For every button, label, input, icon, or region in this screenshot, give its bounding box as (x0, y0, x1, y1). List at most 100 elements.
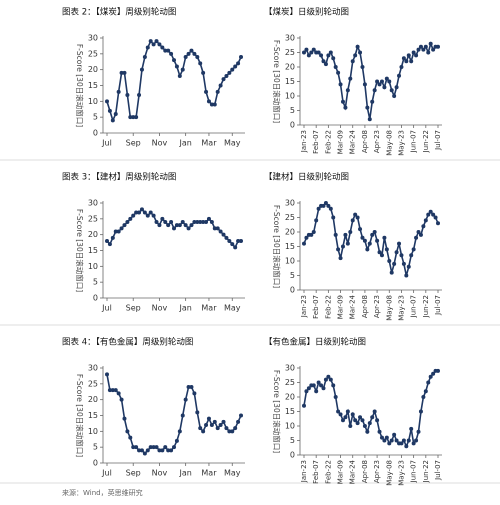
point (355, 215, 360, 220)
point (230, 242, 235, 247)
point (221, 232, 226, 237)
y-tick-label: 20 (88, 230, 98, 239)
point (406, 53, 411, 58)
point (314, 389, 319, 394)
point (392, 432, 397, 437)
point (340, 244, 345, 249)
point (105, 372, 109, 377)
x-tick-label: Mar (201, 469, 217, 478)
point (192, 391, 197, 396)
x-tick-label: Jun-22 (422, 460, 430, 483)
point (166, 48, 171, 53)
point (183, 55, 188, 59)
point (113, 388, 118, 393)
point (431, 212, 436, 217)
x-tick-label: Mar-09 (337, 130, 345, 154)
x-tick-label: Apr-08 (361, 130, 369, 153)
y-tick-label: 5 (93, 113, 98, 122)
x-tick-label: Nov (152, 469, 168, 478)
series-line (303, 370, 438, 449)
point (174, 64, 179, 69)
point (414, 235, 419, 240)
y-tick-label: 15 (285, 242, 295, 251)
x-tick-label: Apr-08 (361, 295, 369, 318)
x-tick-label: Jan-23 (300, 130, 308, 153)
point (183, 397, 188, 402)
point (394, 250, 399, 255)
point (394, 85, 399, 90)
point (131, 213, 136, 218)
point (421, 224, 426, 229)
point (192, 220, 197, 224)
y-axis-label: F-Score [30日滚动窗口] (75, 374, 85, 457)
point (105, 99, 109, 104)
y-tick-label: 10 (285, 92, 295, 101)
y-tick-label: 25 (285, 213, 295, 222)
y-tick-label: 20 (88, 65, 98, 74)
x-tick-label: Jun-07 (410, 295, 418, 318)
y-tick-label: 25 (88, 49, 98, 58)
point (423, 44, 428, 49)
point (174, 438, 179, 443)
point (358, 227, 363, 232)
point (350, 59, 355, 64)
y-tick-label: 0 (290, 121, 295, 130)
point (119, 226, 124, 231)
x-tick-label: Jan-23 (300, 295, 308, 318)
point (431, 47, 436, 52)
point (110, 118, 115, 123)
x-tick-label: May (224, 304, 241, 313)
point (198, 61, 203, 66)
point (212, 226, 217, 231)
point (331, 56, 336, 61)
point (189, 48, 194, 53)
point (401, 56, 406, 61)
point (107, 108, 112, 113)
x-tick-label: Apr-23 (373, 295, 381, 318)
point (209, 102, 214, 107)
point (227, 429, 232, 434)
x-tick-label: Mar-09 (337, 460, 345, 484)
point (163, 445, 168, 450)
point (377, 82, 382, 87)
y-tick-label: 20 (285, 228, 295, 237)
point (323, 377, 328, 382)
point (336, 409, 341, 414)
point (154, 220, 159, 224)
point (157, 223, 162, 228)
point (302, 50, 306, 55)
point (316, 380, 321, 385)
point (145, 213, 150, 218)
point (215, 226, 220, 231)
point (116, 391, 121, 396)
x-tick-label: Mar-24 (349, 129, 357, 154)
point (209, 220, 214, 224)
point (353, 53, 358, 58)
point (160, 216, 165, 221)
x-tick-label: Jan (178, 304, 191, 313)
y-tick-label: 25 (88, 214, 98, 223)
point (169, 448, 174, 453)
point (157, 448, 162, 453)
y-tick-label: 15 (285, 77, 295, 86)
point (110, 388, 115, 393)
point (377, 429, 382, 434)
x-tick-label: Apr-23 (373, 460, 381, 483)
x-tick-label: Feb-22 (324, 295, 332, 319)
point (355, 421, 360, 426)
x-tick-label: Jul-07 (434, 295, 442, 316)
point (372, 88, 377, 93)
x-tick-label: May-08 (385, 130, 393, 156)
point (125, 93, 130, 97)
point (362, 238, 367, 243)
point (148, 445, 153, 450)
point (319, 53, 324, 58)
point (394, 438, 399, 443)
x-tick-label: Apr-08 (361, 460, 369, 483)
y-tick-label: 25 (285, 378, 295, 387)
point (348, 424, 353, 428)
y-tick-label: 30 (88, 34, 98, 43)
chart-title: 【有色金属】日级别轮动图 (264, 337, 366, 348)
point (186, 226, 191, 231)
point (377, 250, 382, 255)
